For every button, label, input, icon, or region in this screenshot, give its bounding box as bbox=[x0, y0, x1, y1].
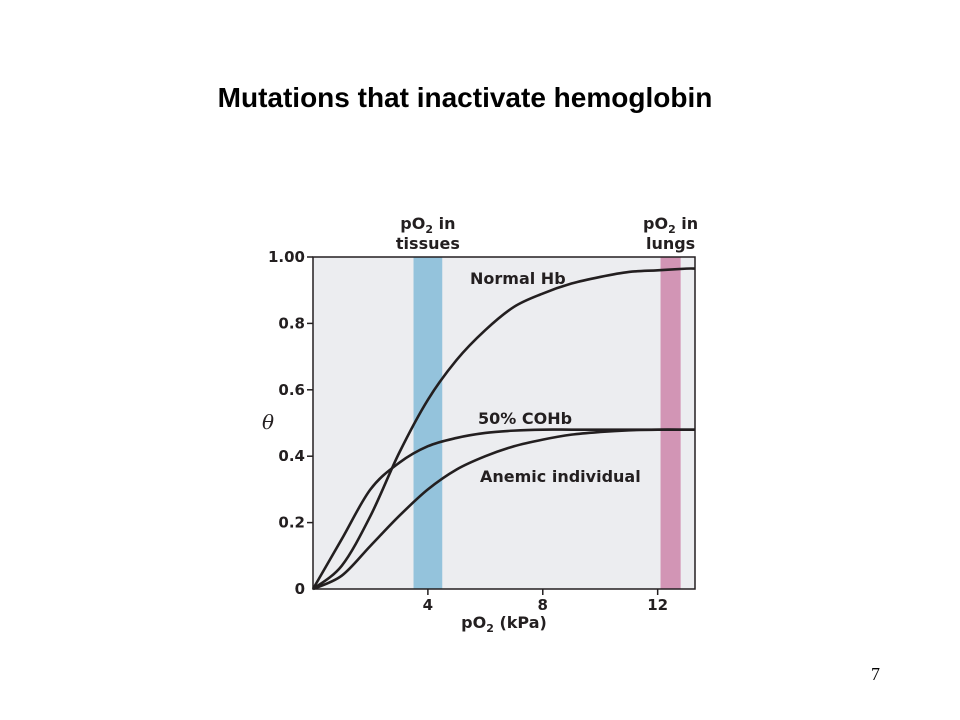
x-tick-label: 4 bbox=[423, 596, 433, 614]
plot-frame bbox=[312, 256, 696, 590]
y-tick-label: 1.00 bbox=[268, 248, 305, 266]
normal-hb-label: Normal Hb bbox=[470, 269, 566, 288]
y-tick-label: 0.4 bbox=[278, 447, 305, 465]
y-tick-label: 0.6 bbox=[278, 381, 305, 399]
y-tick-label: 0.2 bbox=[278, 514, 305, 532]
axis-ticks: 0 0.2 0.4 0.6 0.8 1.00 4 8 12 bbox=[268, 248, 668, 614]
normal-hb-curve bbox=[312, 267, 696, 591]
plot-background bbox=[313, 257, 695, 589]
lungs-band-label: pO2 in bbox=[643, 214, 698, 236]
tissues-band bbox=[413, 257, 443, 589]
x-axis-title: pO2 (kPa) bbox=[461, 613, 547, 635]
anemic-label: Anemic individual bbox=[480, 467, 641, 486]
tissues-band-label: pO2 in bbox=[400, 214, 455, 236]
y-tick-label: 0.8 bbox=[278, 314, 305, 332]
lungs-band-label-line2: lungs bbox=[646, 234, 695, 253]
x-tick-label: 8 bbox=[538, 596, 548, 614]
cohb-50-label: 50% COHb bbox=[478, 409, 572, 428]
pressure-bands bbox=[413, 257, 681, 589]
lungs-band bbox=[660, 257, 681, 589]
slide-title: Mutations that inactivate hemoglobin bbox=[217, 82, 713, 113]
page-number: 7 bbox=[871, 664, 880, 684]
binding-curves bbox=[311, 267, 696, 591]
tissues-band-label-line2: tissues bbox=[396, 234, 460, 253]
x-tick-label: 12 bbox=[647, 596, 668, 614]
anemic-curve bbox=[312, 428, 695, 591]
y-axis-title: θ bbox=[262, 410, 274, 434]
y-tick-label: 0 bbox=[295, 580, 305, 598]
